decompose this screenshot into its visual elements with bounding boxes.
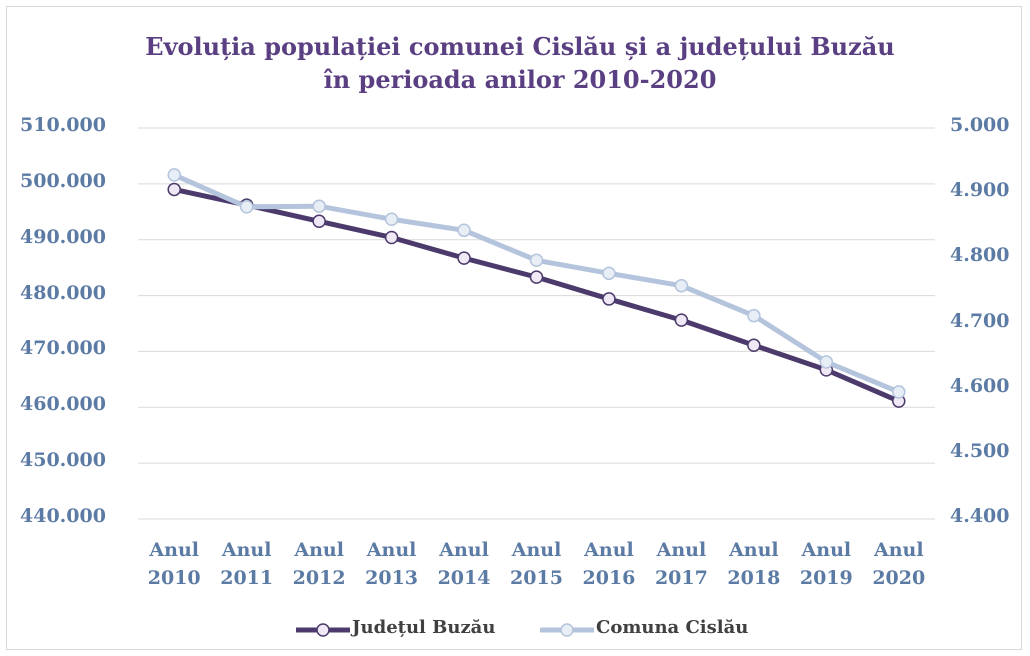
y2-tick-label: 4.700 [950,309,1010,332]
point-marker [529,270,544,284]
x-tick-label: Anul 2014 [437,539,491,589]
x-tick-label: Anul 2019 [799,539,853,589]
point-marker [312,214,326,229]
y2-tick-label: 5.000 [950,114,1010,136]
legend-marker [316,623,330,637]
chart-title: Evoluția populației comunei Cislău și a … [145,32,895,94]
point-marker [747,308,761,323]
legend-label: Județul Buzău [352,617,496,638]
point-marker [384,212,399,226]
point-marker [312,199,326,213]
x-tick-label: Anul 2013 [365,539,419,589]
y-tick-label: 510.000 [20,114,106,136]
y2-tick-label: 4.500 [950,439,1010,462]
point-marker [674,278,689,293]
y2-tick-label: 4.900 [950,179,1010,202]
point-marker [239,200,254,214]
legend-label: Comuna Cislău [596,617,749,638]
x-tick-label: Anul 2018 [727,539,781,589]
y-tick-label: 440.000 [20,505,106,527]
chart-frame [6,6,1022,650]
point-marker [167,168,181,182]
legend-marker [560,623,574,637]
y-tick-label: 480.000 [20,281,106,304]
x-tick-label: Anul 2012 [292,539,346,589]
y-tick-label: 450.000 [20,449,106,472]
y-tick-label: 490.000 [20,225,106,248]
y2-tick-label: 4.600 [950,374,1010,397]
y-tick-label: 470.000 [20,337,106,360]
point-marker [602,266,616,281]
y-tick-label: 460.000 [20,393,106,416]
point-marker [747,338,761,353]
point-marker [457,223,471,238]
x-tick-label: Anul 2017 [654,539,708,589]
point-marker [602,292,616,306]
point-marker [457,251,471,265]
point-marker [674,313,689,327]
point-marker [167,182,181,197]
point-marker [892,385,906,399]
x-tick-label: Anul 2020 [872,539,926,589]
x-tick-label: Anul 2016 [582,539,636,589]
x-tick-label: Anul 2011 [220,539,274,589]
y-tick-label: 500.000 [20,169,106,192]
point-marker [819,355,834,369]
point-marker [384,230,399,245]
x-tick-label: Anul 2015 [510,539,563,589]
y2-tick-label: 4.400 [950,505,1010,527]
point-marker [529,253,544,268]
x-tick-label: Anul 2010 [147,539,201,589]
y2-tick-label: 4.800 [950,244,1010,267]
